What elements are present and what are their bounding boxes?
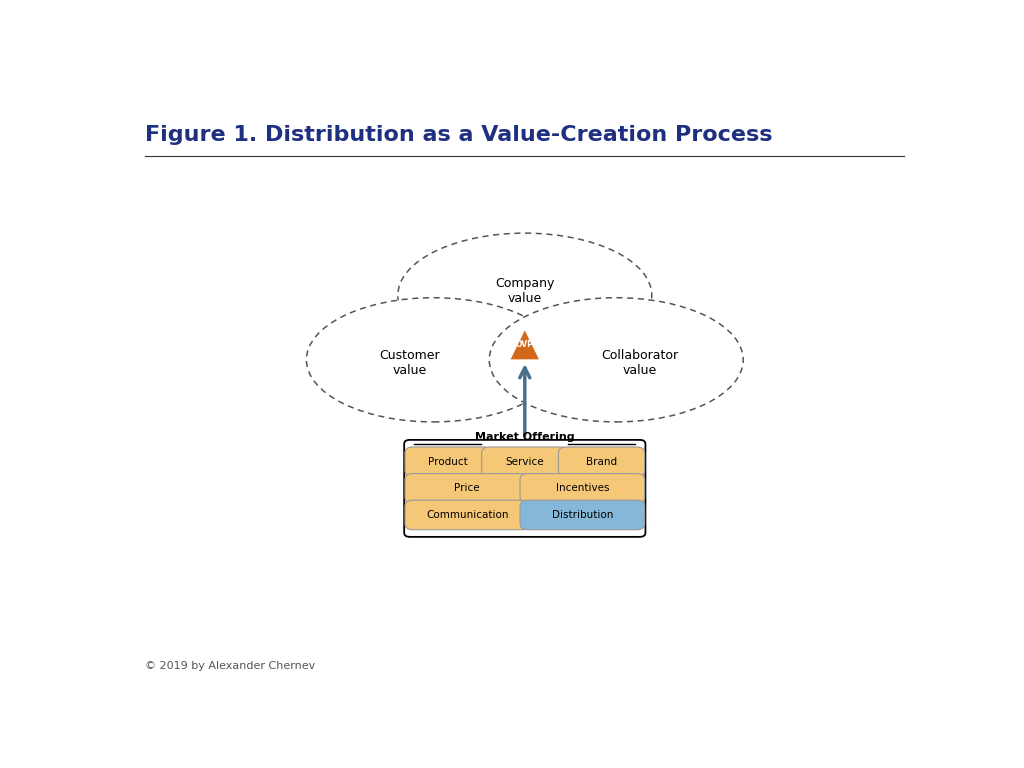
Text: Brand: Brand [586, 457, 617, 467]
FancyBboxPatch shape [404, 447, 492, 476]
Text: Price: Price [455, 483, 480, 493]
FancyBboxPatch shape [404, 500, 529, 530]
Text: Distribution: Distribution [552, 510, 613, 520]
FancyBboxPatch shape [558, 447, 645, 476]
Text: Incentives: Incentives [556, 483, 609, 493]
Text: Service: Service [506, 457, 544, 467]
FancyBboxPatch shape [481, 447, 568, 476]
Text: Customer
value: Customer value [379, 349, 440, 377]
Text: Communication: Communication [426, 510, 509, 520]
Text: Market Offering: Market Offering [475, 432, 574, 442]
Text: Collaborator
value: Collaborator value [601, 349, 679, 377]
FancyBboxPatch shape [520, 500, 645, 530]
Ellipse shape [397, 233, 651, 357]
FancyBboxPatch shape [404, 440, 645, 537]
FancyBboxPatch shape [520, 474, 645, 503]
Text: Figure 1. Distribution as a Value-Creation Process: Figure 1. Distribution as a Value-Creati… [145, 124, 773, 144]
Text: Product: Product [428, 457, 468, 467]
Text: © 2019 by Alexander Chernev: © 2019 by Alexander Chernev [145, 660, 315, 670]
Text: Company
value: Company value [496, 276, 554, 304]
Text: OVP: OVP [516, 339, 534, 349]
FancyBboxPatch shape [404, 474, 529, 503]
Ellipse shape [489, 298, 743, 422]
Polygon shape [510, 329, 540, 360]
Ellipse shape [306, 298, 560, 422]
